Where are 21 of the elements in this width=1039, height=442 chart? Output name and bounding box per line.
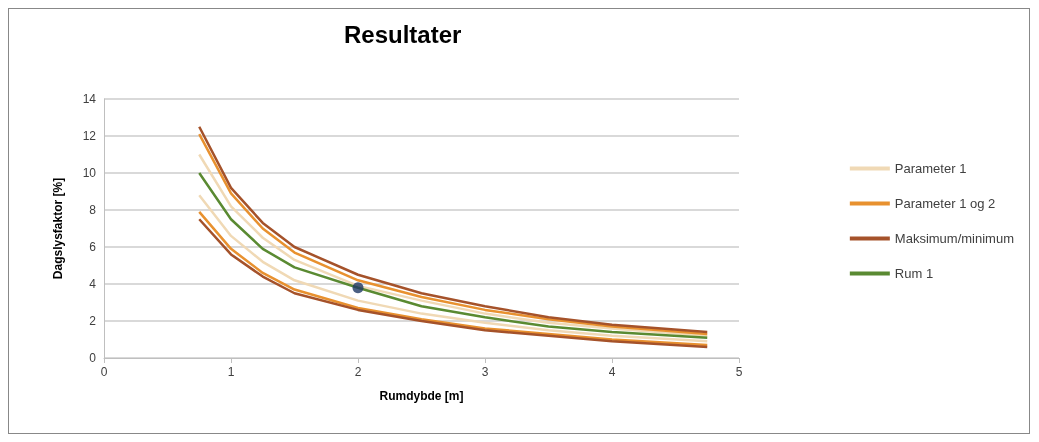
x-tick-label: 0 xyxy=(100,365,108,379)
y-tick-label: 14 xyxy=(82,92,97,106)
x-axis-title: Rumdybde [m] xyxy=(379,389,464,403)
y-tick-label: 0 xyxy=(89,351,97,365)
y-axis-title: Dagslysfaktor [%] xyxy=(51,177,65,280)
y-tick-label: 4 xyxy=(89,277,97,291)
legend-label: Rum 1 xyxy=(894,266,934,281)
y-tick-label: 10 xyxy=(82,166,97,180)
x-tick-label: 4 xyxy=(608,365,616,379)
y-tick-label: 8 xyxy=(89,203,97,217)
chart-title: Resultater xyxy=(344,20,462,48)
y-tick-label: 12 xyxy=(82,129,97,143)
y-tick-label: 2 xyxy=(89,314,97,328)
x-tick-label: 5 xyxy=(735,365,743,379)
legend-label: Parameter 1 xyxy=(894,161,967,176)
x-tick-label: 2 xyxy=(354,365,362,379)
x-tick-label: 1 xyxy=(227,365,235,379)
y-tick-label: 6 xyxy=(89,240,97,254)
legend-label: Parameter 1 og 2 xyxy=(894,196,996,211)
x-tick-label: 3 xyxy=(481,365,489,379)
legend-label: Maksimum/minimum xyxy=(894,231,1014,246)
